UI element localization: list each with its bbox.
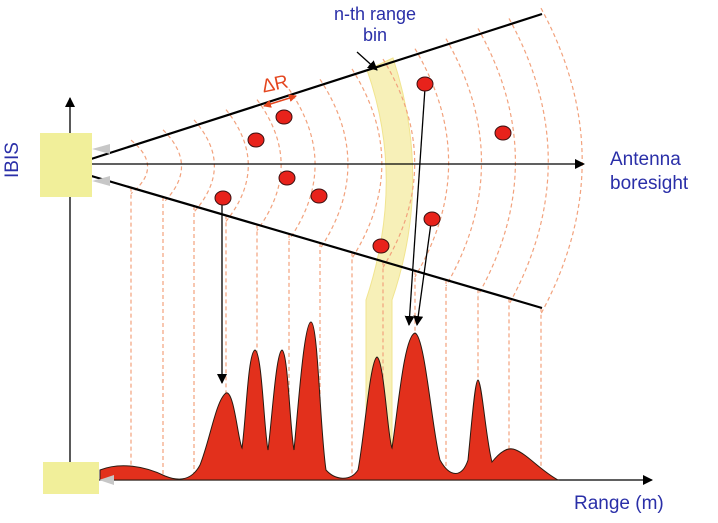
nth-range-bin-label: n-th range bin [333, 4, 417, 45]
target-icon [310, 188, 328, 204]
target-icon [416, 76, 434, 92]
range-bin-arc [130, 139, 148, 195]
antenna-boresight-label: Antenna boresight [610, 149, 689, 194]
range-bin-arc [319, 78, 349, 250]
target-icon [494, 125, 512, 141]
range-bin-arc [193, 119, 215, 213]
target-icon [278, 170, 296, 186]
range-axis-label: Range (m) [574, 493, 664, 514]
antenna-beam-arrow-lower [92, 176, 110, 186]
range-bin-arc [162, 129, 183, 204]
target-icon [214, 190, 232, 206]
target-icon [372, 238, 390, 254]
target-icon [275, 109, 293, 125]
range-bin-arc [225, 109, 249, 222]
beam-lower-edge [87, 173, 543, 310]
range-bin-arc [445, 38, 482, 287]
antenna-signal-arrow [99, 475, 114, 485]
target-to-peak-arrow [404, 87, 426, 326]
range-bin-arc [540, 7, 583, 315]
antenna-box-icon [40, 133, 92, 197]
target-to-peak-arrow [413, 222, 432, 326]
nth-bin-pointer [356, 51, 378, 71]
range-bin-arc [382, 58, 416, 268]
range-profile-signal [99, 321, 560, 481]
targets [214, 76, 512, 254]
range-bin-arc [414, 48, 450, 278]
target-icon [423, 211, 441, 227]
target-icon [247, 132, 265, 148]
beam-upper-edge [87, 12, 543, 162]
range-bin-arc [508, 18, 549, 305]
ibis-label: IBIS [2, 142, 23, 178]
delta-r-arrow [263, 94, 297, 108]
range-bin-arc [477, 28, 516, 296]
range-bin-arc [256, 99, 282, 231]
antenna-beam-arrow-upper [92, 144, 110, 154]
range-bin-arcs [130, 7, 583, 315]
antenna-box-icon [43, 462, 99, 494]
